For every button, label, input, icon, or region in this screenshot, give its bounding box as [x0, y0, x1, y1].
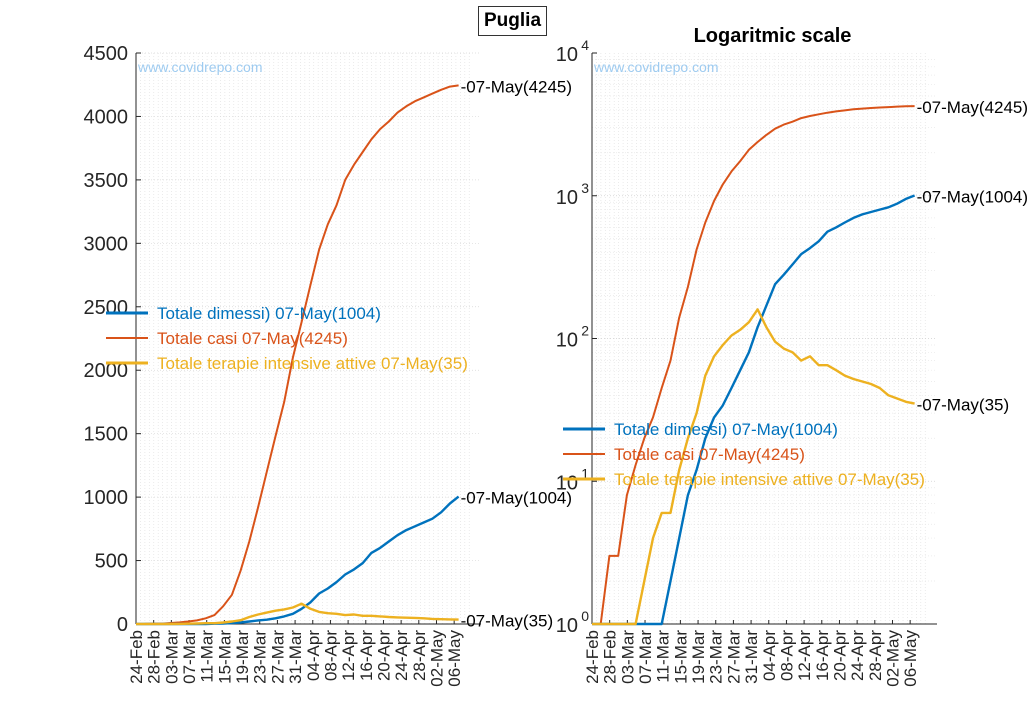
x-tick-label: 19-Mar [689, 630, 708, 684]
legend-label-casi: Totale casi 07-May(4245) [157, 329, 348, 348]
x-tick-label: 03-Mar [618, 630, 637, 684]
series-line-terapie [592, 308, 915, 626]
x-tick-label: 24-Feb [127, 630, 146, 684]
series-line-terapie [136, 602, 459, 626]
series-line-casi [592, 105, 915, 625]
legend-label-terapie: Totale terapie intensive attive 07-May(3… [614, 470, 925, 489]
x-tick-label: 04-Apr [760, 630, 779, 681]
y-tick-label: 0 [117, 614, 128, 636]
end-label-dimessi: -07-May(1004) [461, 489, 573, 508]
x-tick-label: 28-Feb [601, 630, 620, 684]
chart-panel-1: www.covidrepo.com 0 500 1000 1500 2000 2500 300… [84, 43, 573, 687]
x-tick-label: 02-May [427, 630, 446, 687]
x-tick-label: 07-Mar [636, 630, 655, 684]
y-tick-label: 1500 [84, 424, 129, 446]
x-tick-label: 12-Apr [339, 630, 358, 681]
y-tick-label: 10 [556, 187, 578, 209]
x-tick-label: 02-May [883, 630, 902, 687]
end-label-dimessi: -07-May(1004) [917, 188, 1028, 207]
x-tick-label: 27-Mar [724, 630, 743, 684]
x-tick-label: 06-May [445, 630, 464, 687]
y-tick-label: 10 [556, 472, 578, 494]
y-tick-label: 10 [556, 44, 578, 66]
end-label-terapie: -07-May(35) [917, 396, 1010, 415]
legend-label-terapie: Totale terapie intensive attive 07-May(3… [157, 354, 468, 373]
x-tick-label: 28-Feb [145, 630, 164, 684]
y-tick-exponent: 1 [581, 465, 589, 481]
end-label-casi: -07-May(4245) [461, 77, 573, 96]
x-tick-label: 08-Apr [777, 630, 796, 681]
y-tick-label: 1000 [84, 487, 129, 509]
x-tick-label: 04-Apr [304, 630, 323, 681]
y-tick-label: 2000 [84, 360, 129, 382]
y-tick-exponent: 0 [581, 608, 589, 624]
end-label-terapie: -07-May(35) [461, 612, 554, 631]
x-tick-label: 31-Mar [742, 630, 761, 684]
x-tick-label: 24-Apr [848, 630, 867, 681]
legend-label-dimessi: Totale dimessi) 07-May(1004) [157, 304, 381, 323]
y-tick-label: 10 [556, 330, 578, 352]
y-tick-label: 3000 [84, 233, 129, 255]
y-tick-exponent: 2 [581, 323, 589, 339]
legend-label-dimessi: Totale dimessi) 07-May(1004) [614, 420, 838, 439]
series-line-casi [135, 84, 459, 625]
legend-label-casi: Totale casi 07-May(4245) [614, 445, 805, 464]
x-tick-label: 23-Mar [707, 630, 726, 684]
y-tick-label: 2500 [84, 297, 129, 319]
x-tick-label: 20-Apr [830, 630, 849, 681]
y-tick-exponent: 3 [581, 180, 589, 196]
figure-title: Puglia [478, 6, 548, 36]
x-tick-label: 27-Mar [268, 630, 287, 684]
x-tick-label: 11-Mar [198, 630, 217, 683]
x-tick-label: 16-Apr [357, 630, 376, 681]
x-tick-label: 24-Apr [392, 630, 411, 681]
y-tick-label: 3500 [84, 170, 129, 192]
x-tick-label: 15-Mar [671, 630, 690, 684]
series-line-dimessi [592, 194, 916, 626]
x-tick-label: 23-Mar [251, 630, 270, 684]
watermark: www.covidrepo.com [593, 59, 719, 75]
x-tick-label: 16-Apr [813, 630, 832, 681]
y-tick-exponent: 4 [581, 37, 589, 53]
chart-title: Logaritmic scale [694, 25, 852, 47]
x-tick-label: 06-May [901, 630, 920, 687]
y-tick-label: 4500 [84, 43, 129, 65]
x-tick-label: 08-Apr [321, 630, 340, 681]
y-tick-label: 500 [95, 551, 128, 573]
x-tick-label: 11-Mar [654, 630, 673, 683]
x-tick-label: 20-Apr [374, 630, 393, 681]
x-tick-label: 28-Apr [866, 630, 885, 681]
x-tick-label: 31-Mar [286, 630, 305, 684]
end-label-casi: -07-May(4245) [917, 98, 1028, 117]
x-tick-label: 03-Mar [162, 630, 181, 684]
y-tick-label: 4000 [84, 106, 129, 128]
x-tick-label: 07-Mar [180, 630, 199, 684]
x-tick-label: 15-Mar [215, 630, 234, 684]
x-tick-label: 28-Apr [410, 630, 429, 681]
y-tick-label: 10 [556, 615, 578, 637]
watermark: www.covidrepo.com [137, 59, 263, 75]
x-tick-label: 24-Feb [583, 630, 602, 684]
x-tick-label: 19-Mar [233, 630, 252, 684]
x-tick-label: 12-Apr [795, 630, 814, 681]
